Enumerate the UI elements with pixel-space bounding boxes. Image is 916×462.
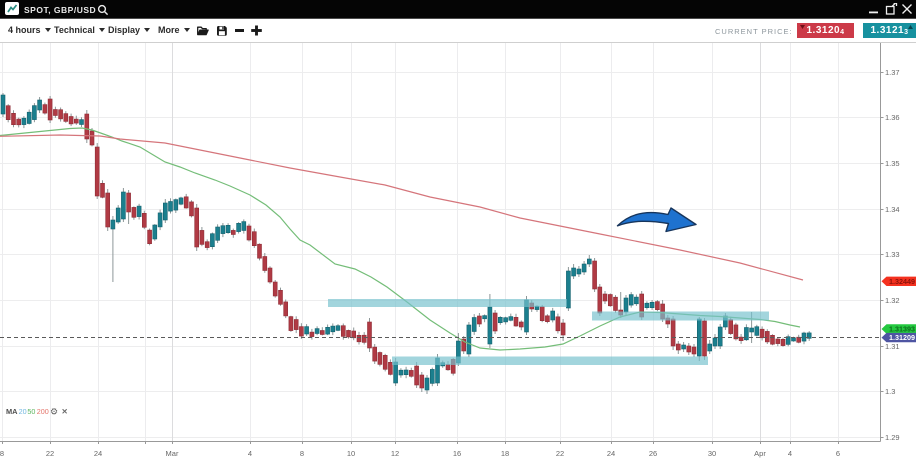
svg-text:24: 24	[607, 449, 615, 458]
svg-text:1.35: 1.35	[885, 159, 900, 168]
svg-text:1.32: 1.32	[885, 296, 900, 305]
svg-text:1.36: 1.36	[885, 113, 900, 122]
svg-text:12: 12	[391, 449, 399, 458]
svg-text:1.33: 1.33	[885, 250, 900, 259]
svg-text:Mar: Mar	[166, 449, 179, 458]
svg-text:1.31393: 1.31393	[889, 325, 915, 334]
svg-text:20: 20	[19, 407, 27, 416]
svg-text:4: 4	[788, 449, 792, 458]
svg-text:1.34: 1.34	[885, 205, 900, 214]
svg-text:Apr: Apr	[754, 449, 766, 458]
svg-text:1.31209: 1.31209	[889, 333, 915, 342]
svg-text:10: 10	[347, 449, 355, 458]
svg-text:26: 26	[649, 449, 657, 458]
svg-text:6: 6	[836, 449, 840, 458]
svg-text:200: 200	[37, 407, 49, 416]
svg-text:22: 22	[556, 449, 564, 458]
svg-text:MA: MA	[6, 407, 18, 416]
svg-text:1.3: 1.3	[885, 387, 895, 396]
svg-text:18: 18	[501, 449, 509, 458]
svg-text:1.31: 1.31	[885, 342, 900, 351]
svg-text:22: 22	[46, 449, 54, 458]
svg-text:⚙: ⚙	[50, 406, 58, 416]
svg-text:1.37: 1.37	[885, 68, 900, 77]
svg-text:8: 8	[0, 449, 4, 458]
svg-text:8: 8	[300, 449, 304, 458]
svg-text:4: 4	[248, 449, 252, 458]
svg-text:24: 24	[94, 449, 102, 458]
svg-text:30: 30	[708, 449, 716, 458]
svg-text:1.32449: 1.32449	[889, 277, 915, 286]
svg-text:50: 50	[27, 407, 35, 416]
svg-text:1.29: 1.29	[885, 433, 900, 442]
svg-text:✕: ✕	[62, 407, 68, 416]
svg-text:16: 16	[453, 449, 461, 458]
